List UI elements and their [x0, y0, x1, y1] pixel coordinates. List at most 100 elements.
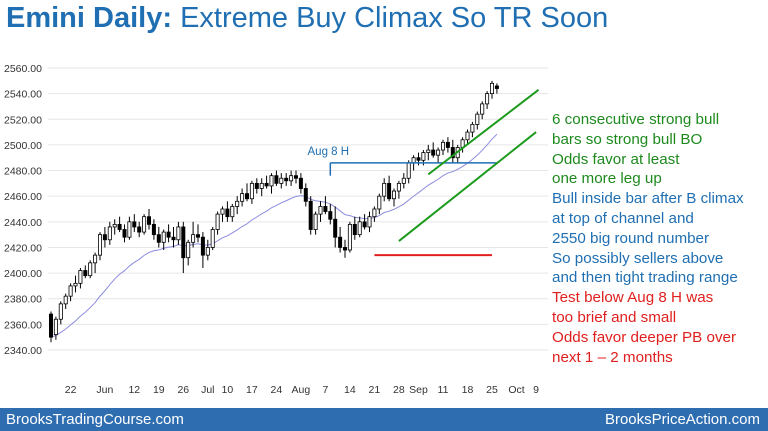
candle — [259, 178, 264, 197]
candle — [357, 216, 362, 238]
candle — [244, 183, 249, 202]
note-line: So possibly sellers above — [552, 249, 724, 267]
candle — [440, 139, 445, 156]
y-tick-label: 2400.00 — [4, 268, 42, 280]
candle-body — [156, 234, 161, 243]
candle — [200, 232, 205, 268]
candle — [284, 173, 289, 186]
candle — [220, 206, 225, 222]
candle — [195, 224, 200, 243]
candle-body — [98, 234, 103, 256]
channel-upper-line — [427, 88, 540, 176]
candle — [328, 203, 333, 225]
candle-body — [68, 285, 73, 297]
candle — [88, 260, 93, 279]
candle — [289, 170, 294, 186]
candle — [53, 316, 58, 340]
x-tick-label: 9 — [533, 384, 539, 396]
candle — [391, 188, 396, 207]
candle — [102, 226, 107, 248]
candle — [58, 301, 63, 325]
candle — [318, 201, 323, 222]
candle-body — [308, 200, 313, 230]
candle-body — [117, 223, 122, 230]
candle — [269, 173, 274, 194]
x-tick-label: 12 — [128, 384, 140, 396]
candle — [489, 80, 494, 99]
candle — [445, 137, 450, 153]
note-line: bars so strong bull BO — [552, 130, 703, 148]
moving-average-line — [50, 133, 498, 338]
candle — [367, 211, 372, 233]
candle-body — [382, 182, 387, 197]
candle — [372, 206, 377, 222]
x-tick-label: Jul — [201, 384, 214, 396]
candle — [166, 224, 171, 243]
candle-body — [298, 177, 303, 189]
candle-body — [279, 177, 284, 184]
candle-body — [195, 234, 200, 238]
candle — [215, 211, 220, 235]
candle-body — [137, 226, 142, 233]
candle — [205, 239, 210, 261]
candle — [137, 221, 142, 238]
note-line: Test below Aug 8 H was — [552, 289, 714, 307]
candle-body — [450, 147, 455, 159]
y-tick-label: 2480.00 — [4, 166, 42, 178]
chart-title: Emini Daily: Extreme Buy Climax So TR So… — [6, 2, 608, 35]
candle-body — [102, 234, 107, 241]
candle-body — [244, 193, 249, 200]
y-tick-label: 2440.00 — [4, 217, 42, 229]
candle-body — [440, 141, 445, 151]
candle-body — [406, 162, 411, 179]
candle — [63, 293, 68, 309]
x-tick-label: Oct — [508, 384, 524, 396]
candle — [396, 180, 401, 199]
candle-body — [421, 152, 426, 161]
candle — [494, 83, 499, 94]
candle-body — [166, 231, 171, 238]
candle-body — [372, 208, 377, 218]
candle-body — [259, 182, 264, 189]
candle-body — [485, 93, 490, 105]
candle-body — [342, 247, 347, 251]
candle-body — [333, 218, 338, 238]
candle-body — [475, 113, 480, 125]
candle — [377, 193, 382, 215]
candle-body — [146, 216, 151, 225]
candle — [68, 283, 73, 302]
x-axis-labels: 22 Jun 12 19 26 Jul 10 17 24 Aug 7 14 21 28 Sep 11 18 25 O… — [65, 384, 539, 396]
candle-body — [264, 182, 269, 187]
candle — [480, 101, 485, 120]
note-line: Odds favor deeper PB over — [552, 328, 737, 346]
x-tick-label: 18 — [462, 384, 474, 396]
candle — [107, 221, 112, 245]
candle — [176, 221, 181, 245]
candle-body — [220, 208, 225, 215]
candle — [352, 216, 357, 240]
candle-body — [88, 262, 93, 277]
footer-left-link[interactable]: BrooksTradingCourse.com — [6, 411, 184, 428]
candle-body — [191, 234, 196, 243]
footer-bar: BrooksTradingCourse.com BrooksPriceActio… — [0, 408, 768, 431]
x-tick-label: 10 — [222, 384, 234, 396]
candle-body — [181, 226, 186, 259]
candle-body — [494, 85, 499, 89]
candle — [323, 196, 328, 215]
channel-lower-line — [398, 131, 537, 242]
candle — [485, 91, 490, 110]
candle-body — [293, 175, 298, 179]
candle — [436, 147, 441, 163]
candle-body — [391, 190, 396, 200]
candle-body — [200, 236, 205, 256]
candle-body — [49, 313, 54, 338]
y-tick-label: 2500.00 — [4, 140, 42, 152]
candle-body — [352, 223, 357, 236]
candle — [93, 252, 98, 274]
candle-body — [107, 226, 112, 241]
candle-body — [416, 157, 421, 161]
aug8-high-label: Aug 8 H — [308, 146, 350, 158]
candle — [406, 160, 411, 184]
footer-right-link[interactable]: BrooksPriceAction.com — [604, 411, 760, 428]
x-tick-label: 7 — [322, 384, 328, 396]
